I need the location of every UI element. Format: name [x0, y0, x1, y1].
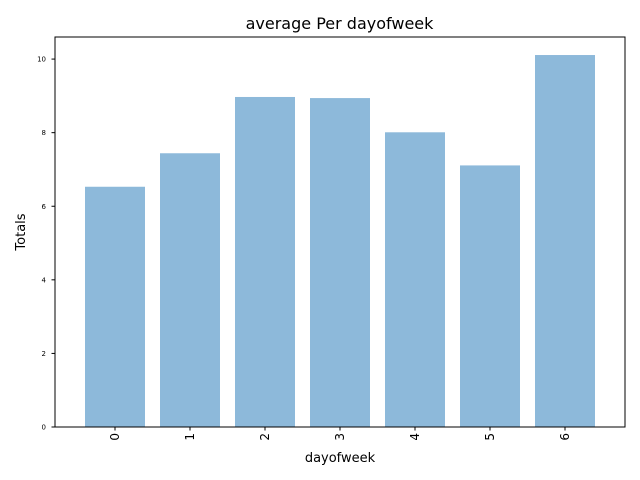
bar-2: [235, 96, 295, 427]
y-tick-label: 8: [42, 129, 46, 137]
y-tick-label: 0: [42, 424, 46, 432]
y-tick-label: 6: [42, 203, 47, 211]
x-tick-label: 0: [108, 433, 122, 441]
x-axis: 0 1 2 3 4 5 6: [108, 427, 572, 441]
x-tick-label: 6: [558, 433, 572, 441]
x-tick-label: 3: [333, 433, 347, 441]
bar-0: [85, 186, 145, 427]
plot-frame: [54, 36, 626, 428]
x-tick-label: 2: [258, 433, 272, 441]
y-tick-label: 10: [37, 56, 46, 64]
bar-4: [385, 132, 445, 428]
bars-layer: [85, 55, 595, 428]
y-tick-label: 4: [42, 276, 47, 284]
bar-6: [535, 55, 595, 427]
x-tick-label: 4: [408, 433, 422, 441]
y-axis: 0 2 4 6 8 10: [37, 56, 55, 432]
x-tick-label: 5: [483, 433, 497, 441]
y-tick-label: 2: [42, 350, 46, 358]
bar-3: [310, 98, 370, 427]
x-axis-label: dayofweek: [305, 451, 376, 466]
bar-5: [460, 165, 520, 427]
chart-title: average Per dayofweek: [246, 14, 435, 33]
y-axis-label: Totals: [14, 213, 29, 251]
bar-1: [160, 153, 220, 427]
x-tick-label: 1: [183, 433, 197, 441]
